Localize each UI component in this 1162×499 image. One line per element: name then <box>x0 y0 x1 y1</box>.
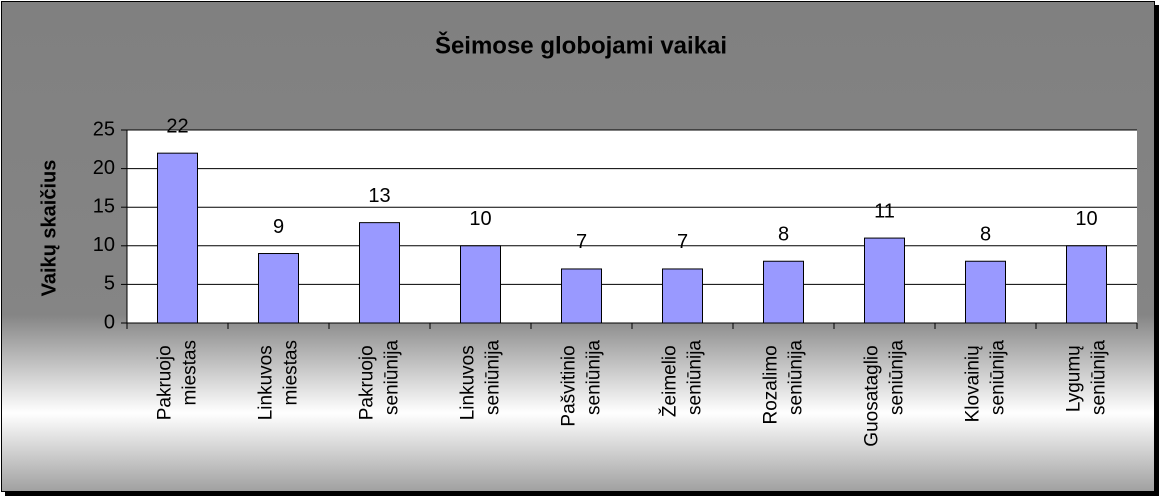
x-tick-label-line: Pakruojo <box>155 340 176 420</box>
y-tick-label: 20 <box>93 157 115 179</box>
x-tick-label-line: Pakruojo <box>357 340 378 420</box>
x-tick-label-line: Guosataglio <box>862 340 883 447</box>
x-tick-label-line: miestas <box>180 340 201 405</box>
bar <box>359 222 400 324</box>
x-tick-label-line: seniūnija <box>988 340 1009 415</box>
value-label: 7 <box>576 231 587 253</box>
value-label: 22 <box>166 115 188 137</box>
x-tick-label-line: Žeimelio <box>659 340 681 417</box>
x-tick-label: Rozalimo seniūnija <box>761 340 807 425</box>
bar <box>965 260 1006 324</box>
y-tick-label: 5 <box>104 273 115 295</box>
x-tick-label-line: seniūnija <box>685 340 706 415</box>
bar <box>157 152 198 324</box>
x-tick-label-line: Rozalimo <box>761 340 782 424</box>
x-tick-label: Pakruojo miestas <box>155 340 201 420</box>
x-tick-label-line: Pašvitinio <box>559 340 580 427</box>
x-tick-label-line: Lygumų <box>1064 340 1085 412</box>
bar <box>662 268 703 324</box>
x-tick-label: Žeimelio seniūnija <box>659 340 706 418</box>
x-tick-label-line: Linkuvos <box>458 340 479 420</box>
y-tick-label: 0 <box>104 311 115 333</box>
x-tick-label-line: seniūnija <box>1089 340 1110 415</box>
value-label: 9 <box>273 216 284 238</box>
x-tick-label-line: Klovainių <box>963 340 984 422</box>
y-tick-label: 15 <box>93 195 115 217</box>
y-axis-label: Vaikų skaičius <box>38 160 60 297</box>
x-tick-label-line: seniūnija <box>786 340 807 415</box>
x-tick-label-line: seniūnija <box>887 340 908 415</box>
value-label: 8 <box>980 224 991 246</box>
value-label: 7 <box>677 231 688 253</box>
value-label: 10 <box>469 208 491 230</box>
x-tick-label: Pakruojo seniūnija <box>357 340 403 421</box>
x-tick-label: Linkuvos miestas <box>256 340 302 420</box>
x-tick-label-line: seniūnija <box>382 340 403 415</box>
bar <box>561 268 602 324</box>
y-tick-label: 25 <box>93 118 115 140</box>
y-tick-label: 10 <box>93 234 115 256</box>
chart-title: Šeimose globojami vaikai <box>435 31 727 59</box>
x-tick-label: Guosataglio seniūnija <box>862 340 908 447</box>
x-tick-label: Pašvitinio seniūnija <box>559 340 605 427</box>
x-tick-label: Klovainių seniūnija <box>963 340 1009 423</box>
x-tick-label-line: seniūnija <box>584 340 605 415</box>
bar <box>460 245 501 324</box>
value-label: 8 <box>778 224 789 246</box>
bar <box>864 237 905 324</box>
x-tick-label-line: miestas <box>281 340 302 405</box>
x-tick-label-line: Linkuvos <box>256 340 277 420</box>
x-tick-label-line: seniūnija <box>483 340 504 415</box>
x-tick-label: Linkuvos seniūnija <box>458 340 504 421</box>
value-label: 13 <box>368 185 390 207</box>
value-label: 10 <box>1075 208 1097 230</box>
bar <box>1066 245 1107 324</box>
bar <box>763 260 804 324</box>
bar <box>258 253 299 324</box>
value-label: 11 <box>874 200 895 222</box>
x-tick-label: Lygumų seniūnija <box>1064 340 1110 415</box>
